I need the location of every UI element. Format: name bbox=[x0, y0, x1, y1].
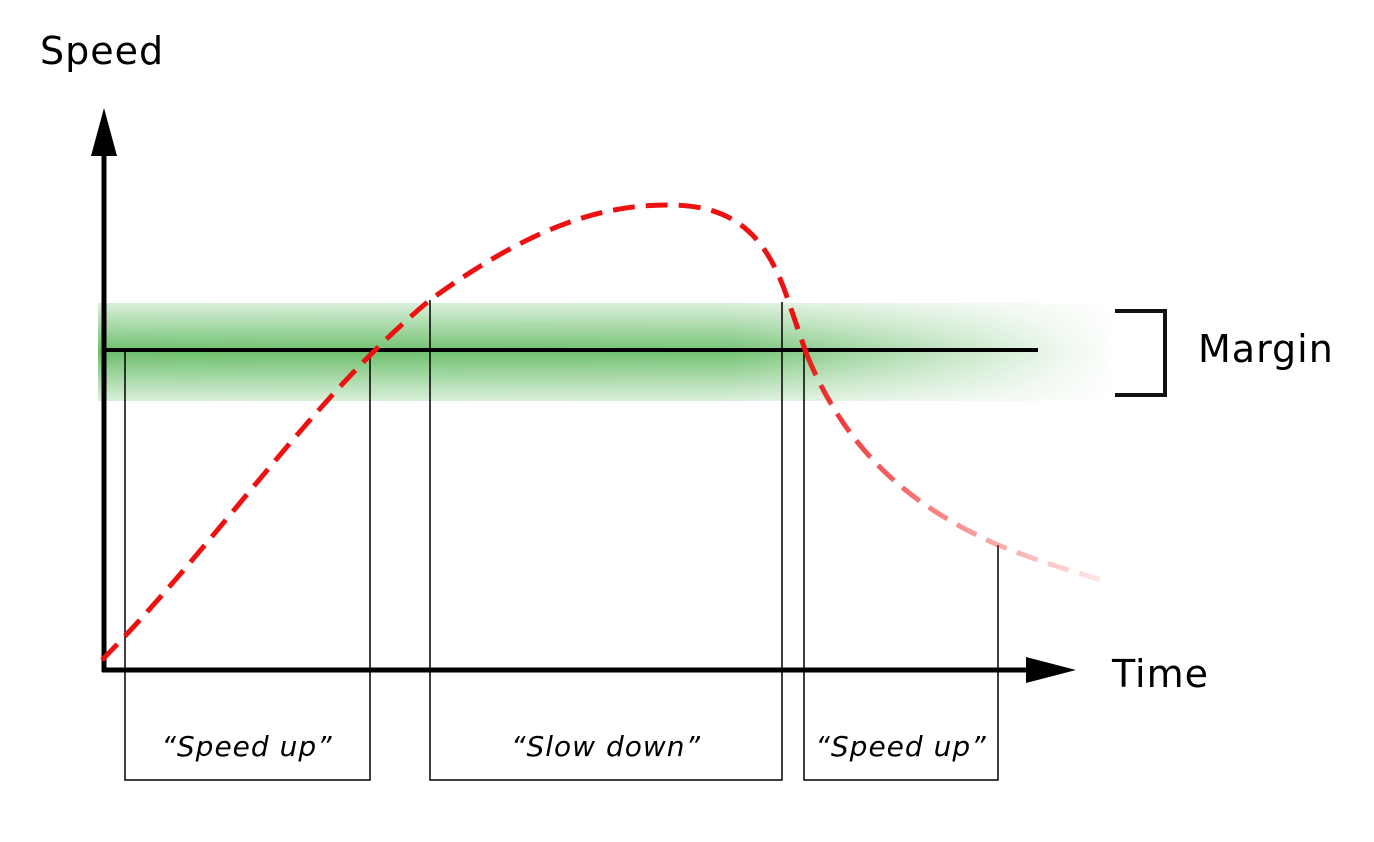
x-axis-arrow-icon bbox=[1026, 657, 1076, 683]
y-axis-title: Speed bbox=[40, 29, 164, 73]
speed-curve-main bbox=[100, 202, 810, 662]
margin-label: Margin bbox=[1198, 327, 1334, 371]
phase-brackets bbox=[124, 300, 999, 781]
phase-label-speed-up-2: “Speed up” bbox=[815, 730, 986, 763]
phase-bracket-slow-down bbox=[429, 300, 783, 781]
x-axis-title: Time bbox=[1111, 652, 1209, 696]
y-axis-arrow-icon bbox=[91, 108, 117, 156]
phase-label-speed-up-1: “Speed up” bbox=[161, 730, 332, 763]
speed-curve-tail bbox=[804, 354, 1109, 585]
phase-bracket-speed-up-1 bbox=[124, 350, 371, 781]
speed-curve bbox=[100, 202, 1109, 662]
phase-bracket-speed-up-2 bbox=[803, 350, 999, 781]
margin-bracket-icon bbox=[1115, 309, 1167, 397]
axes bbox=[91, 108, 1076, 683]
phase-label-slow-down: “Slow down” bbox=[511, 730, 701, 763]
